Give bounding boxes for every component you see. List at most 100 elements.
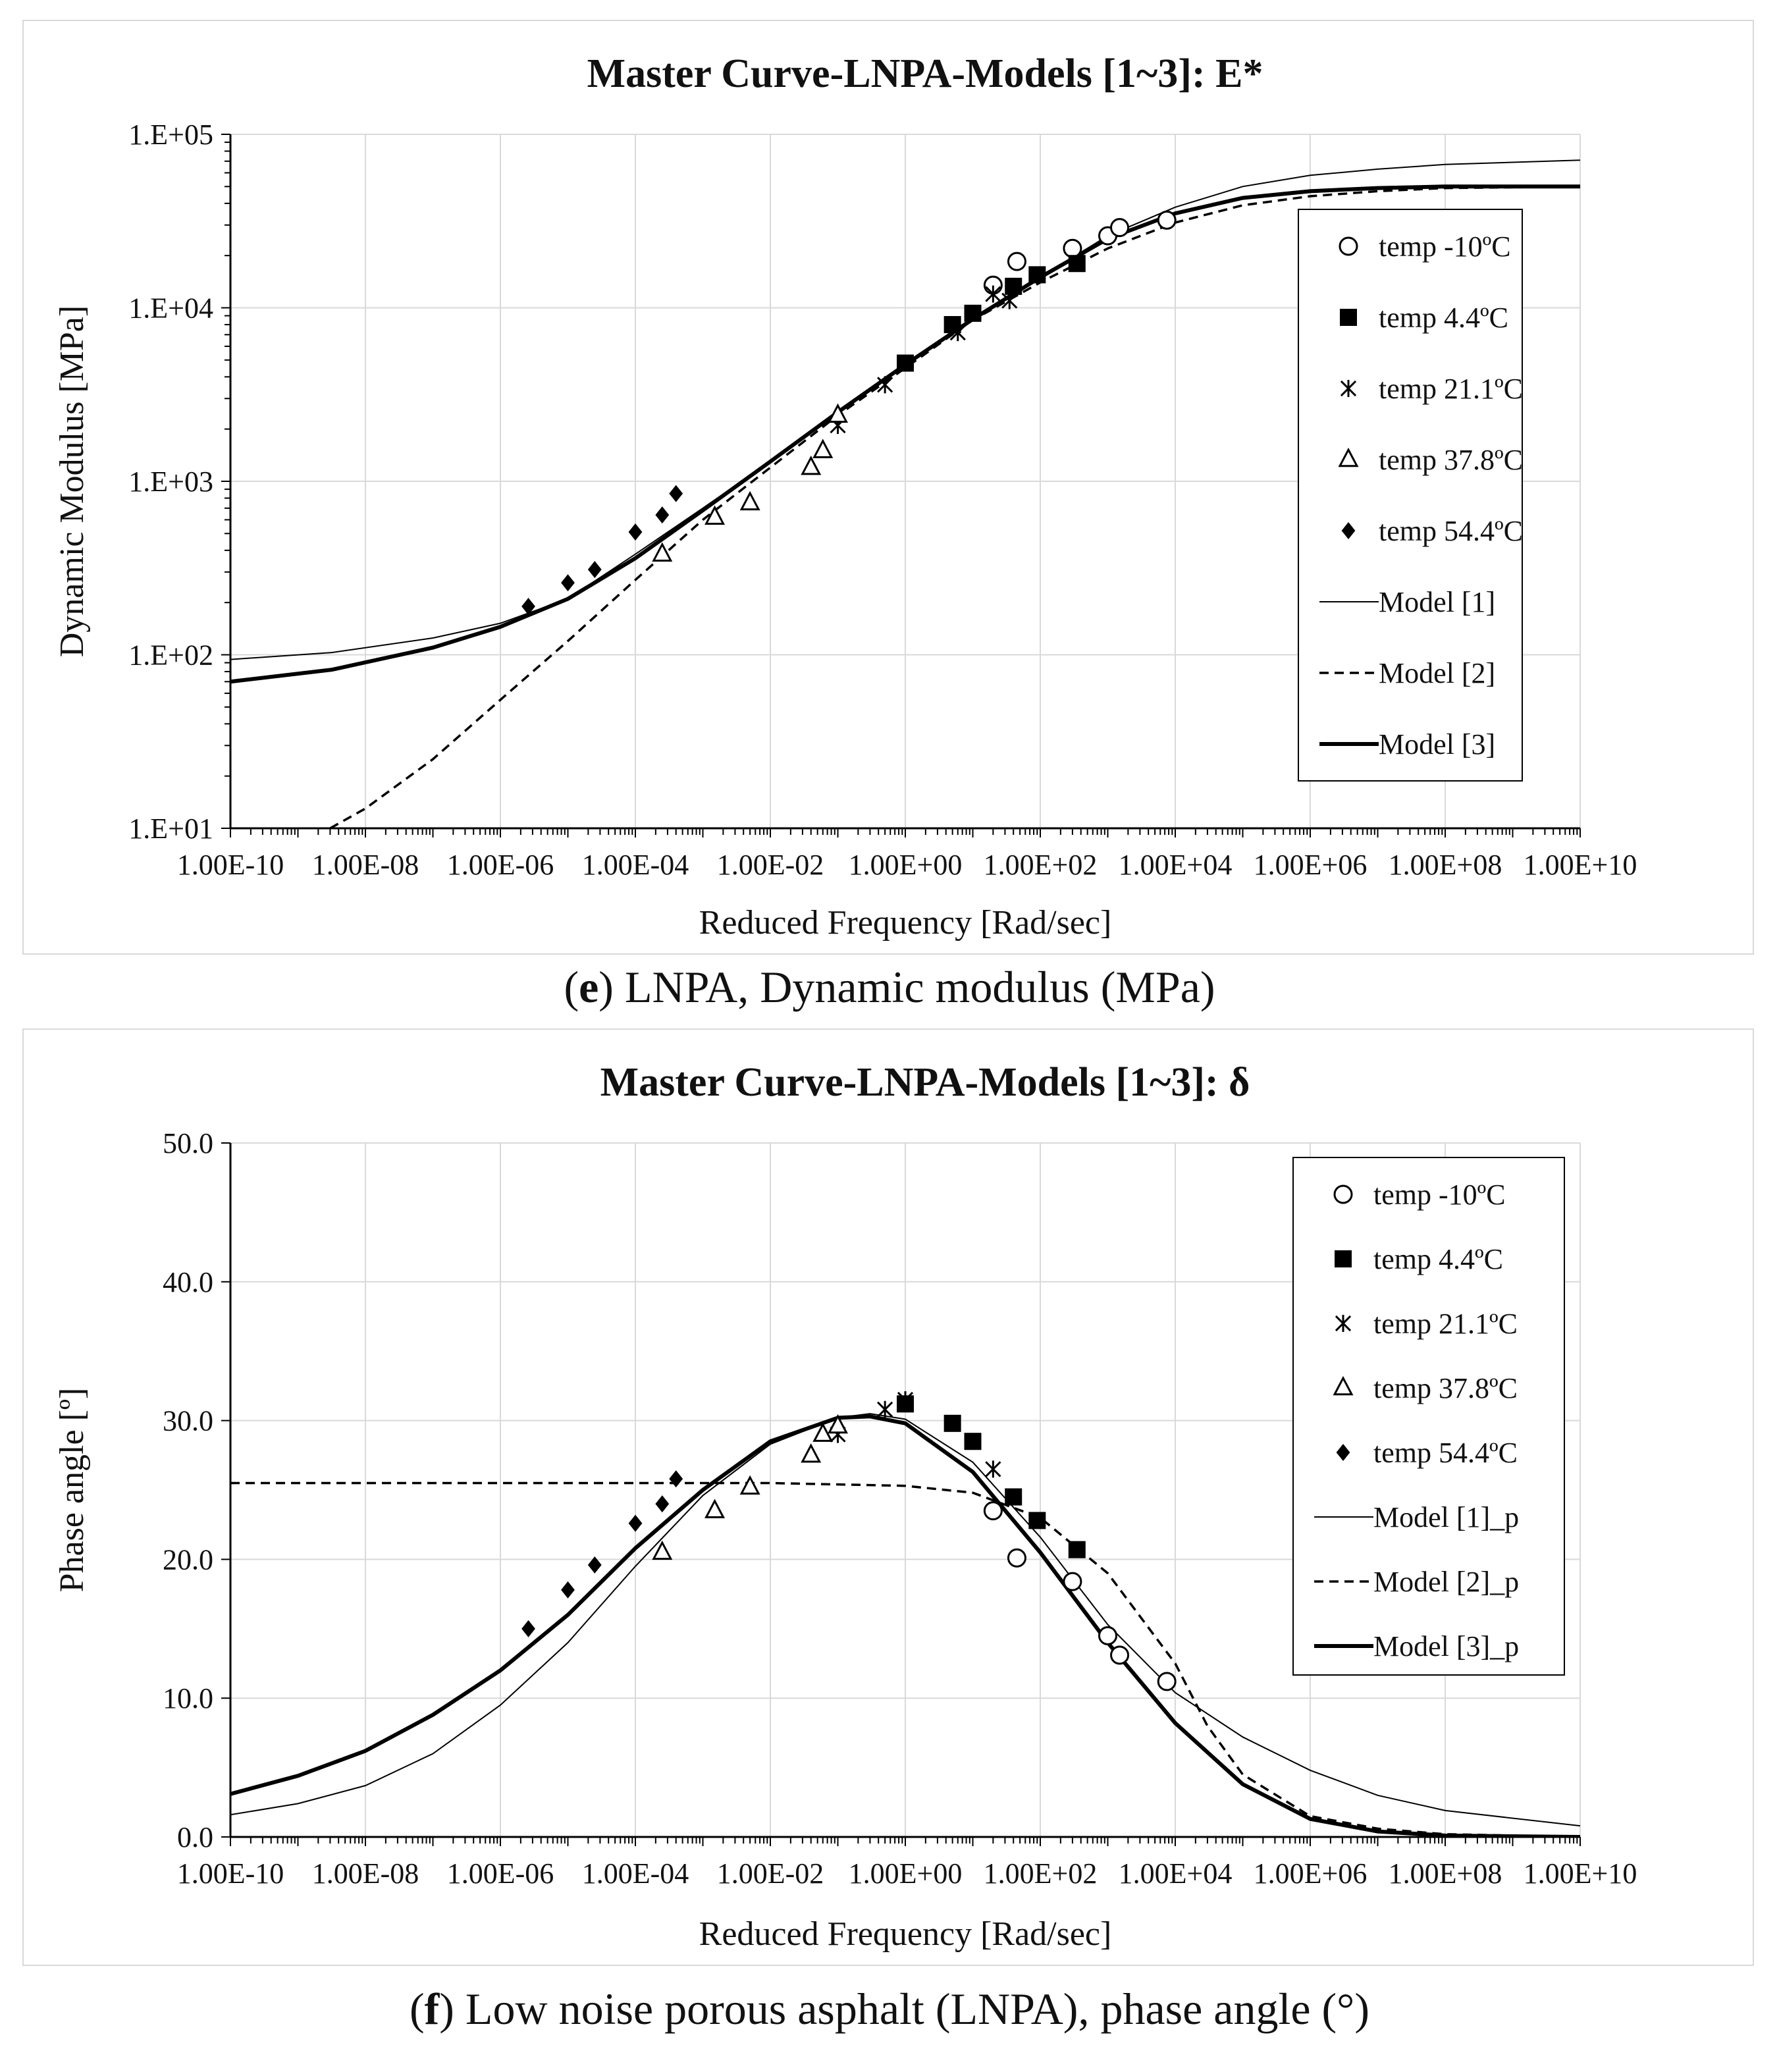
data-point xyxy=(652,542,673,562)
x-tick-label: 1.00E+08 xyxy=(1389,849,1502,881)
data-point xyxy=(1110,218,1130,238)
data-point xyxy=(877,1400,893,1418)
data-point xyxy=(561,574,575,592)
y-axis-title: Dynamic Modulus [MPa] xyxy=(53,305,91,657)
y-tick-label: 30.0 xyxy=(163,1405,213,1437)
data-point xyxy=(561,1581,575,1599)
legend-box xyxy=(1298,209,1523,782)
x-tick-label: 1.00E+06 xyxy=(1254,849,1367,881)
x-tick-label: 1.00E-08 xyxy=(312,849,419,881)
legend: temp -10ºC temp 4.4ºC temp 21.1ºC temp 37.8… xyxy=(1298,209,1523,782)
data-point xyxy=(655,506,670,524)
y-tick-label: 1.E+01 xyxy=(128,812,213,845)
legend-marker xyxy=(1335,1315,1352,1332)
data-point xyxy=(828,403,848,423)
data-point xyxy=(801,455,822,475)
data-point xyxy=(983,1501,1003,1521)
chart-title: Master Curve-LNPA-Models [1~3]: δ xyxy=(600,1060,1250,1105)
legend-marker xyxy=(1340,309,1357,326)
model-curve-model-1-p xyxy=(230,1413,1580,1827)
x-axis-ticks xyxy=(230,1837,1581,1846)
legend-item: temp 54.4ºC xyxy=(1341,515,1523,547)
legend-item: temp 21.1ºC xyxy=(1340,373,1523,405)
y-axis-title: Phase angle [º] xyxy=(53,1388,91,1593)
data-point xyxy=(897,1391,914,1408)
legend-label: temp 21.1ºC xyxy=(1379,373,1523,405)
legend-marker xyxy=(1333,1375,1354,1396)
legend-label: Model [1] xyxy=(1379,586,1495,618)
x-tick-label: 1.00E-02 xyxy=(717,849,824,881)
y-tick-label: 1.E+04 xyxy=(128,292,213,325)
data-point xyxy=(964,1433,982,1450)
y-tick-label: 1.E+02 xyxy=(128,639,213,672)
series-temp-54-4-c xyxy=(521,1470,683,1637)
series-model-3-p xyxy=(230,1414,1580,1837)
legend-item: Model [2]_p xyxy=(1314,1566,1519,1598)
data-point xyxy=(669,1470,683,1488)
dynamic-modulus-chart: Master Curve-LNPA-Models [1~3]: E* 1.00E-… xyxy=(53,51,1637,942)
x-axis-ticks xyxy=(230,828,1581,837)
data-point xyxy=(1110,1645,1130,1665)
data-point xyxy=(704,1499,726,1518)
series-model-2 xyxy=(329,185,1580,828)
chart-panel-phase-angle: Master Curve-LNPA-Models [1~3]: δ 1.00E-1… xyxy=(22,1028,1754,1966)
data-point xyxy=(1098,1626,1117,1645)
data-point xyxy=(1028,1512,1046,1529)
y-tick-label: 1.E+05 xyxy=(128,119,213,151)
legend-label: temp 4.4ºC xyxy=(1379,302,1508,334)
legend-marker xyxy=(1338,447,1359,467)
data-point xyxy=(587,1556,602,1574)
data-point xyxy=(1028,266,1046,284)
data-point xyxy=(1157,210,1177,230)
legend-marker xyxy=(1341,522,1356,539)
data-point xyxy=(1005,277,1022,295)
legend-label: temp 4.4ºC xyxy=(1373,1243,1503,1275)
x-tick-label: 1.00E+02 xyxy=(984,849,1098,881)
data-point xyxy=(628,523,643,541)
y-tick-label: 20.0 xyxy=(163,1543,213,1576)
data-point xyxy=(877,376,893,394)
x-tick-label: 1.00E+04 xyxy=(1119,1857,1233,1890)
data-point xyxy=(812,438,834,458)
legend-label: temp 37.8ºC xyxy=(1373,1372,1518,1404)
x-tick-label: 1.00E-06 xyxy=(447,1857,554,1890)
data-point xyxy=(704,505,726,525)
legend-label: temp 54.4ºC xyxy=(1379,515,1523,547)
data-point xyxy=(1068,255,1086,273)
x-tick-label: 1.00E+10 xyxy=(1524,1857,1637,1890)
model-curve-model-2 xyxy=(329,185,1580,828)
legend-item: temp 54.4ºC xyxy=(1336,1437,1518,1469)
legend-item: Model [2] xyxy=(1319,657,1495,689)
model-curve-model-3-p xyxy=(230,1414,1580,1837)
data-point xyxy=(1068,1541,1086,1558)
legend-item: Model [3]_p xyxy=(1314,1630,1519,1662)
legend-label: temp -10ºC xyxy=(1373,1179,1506,1211)
x-tick-label: 1.00E+04 xyxy=(1119,849,1233,881)
data-point xyxy=(812,1422,834,1442)
series-model-1-p xyxy=(230,1413,1580,1827)
x-tick-label: 1.00E-10 xyxy=(177,1857,284,1890)
legend-item: Model [1]_p xyxy=(1314,1501,1519,1533)
data-point xyxy=(943,1414,961,1432)
legend-marker xyxy=(1336,1444,1350,1461)
x-tick-label: 1.00E-04 xyxy=(582,1857,689,1890)
series-model-2-p xyxy=(230,1481,1580,1837)
legend-box xyxy=(1292,1157,1565,1676)
data-point xyxy=(1005,1488,1022,1506)
caption-e-label: e xyxy=(579,962,599,1012)
series-temp-4-4-c xyxy=(897,255,1086,372)
legend-item: temp -10ºC xyxy=(1339,230,1511,263)
legend-label: temp 54.4ºC xyxy=(1373,1437,1518,1469)
data-point xyxy=(628,1514,643,1532)
data-point xyxy=(652,1540,673,1560)
legend-label: Model [2] xyxy=(1379,657,1495,689)
y-tick-label: 40.0 xyxy=(163,1266,213,1298)
series-temp-10-c xyxy=(983,1501,1177,1691)
x-tick-label: 1.00E+10 xyxy=(1524,849,1637,881)
data-point xyxy=(739,491,760,511)
legend-item: temp 37.8ºC xyxy=(1338,444,1523,476)
caption-phase-angle: (f) Low noise porous asphalt (LNPA), pha… xyxy=(409,1984,1370,2034)
x-tick-label: 1.00E-02 xyxy=(717,1857,824,1890)
legend: temp -10ºC temp 4.4ºC temp 21.1ºC temp 37.8… xyxy=(1292,1157,1565,1676)
data-point xyxy=(897,354,914,372)
